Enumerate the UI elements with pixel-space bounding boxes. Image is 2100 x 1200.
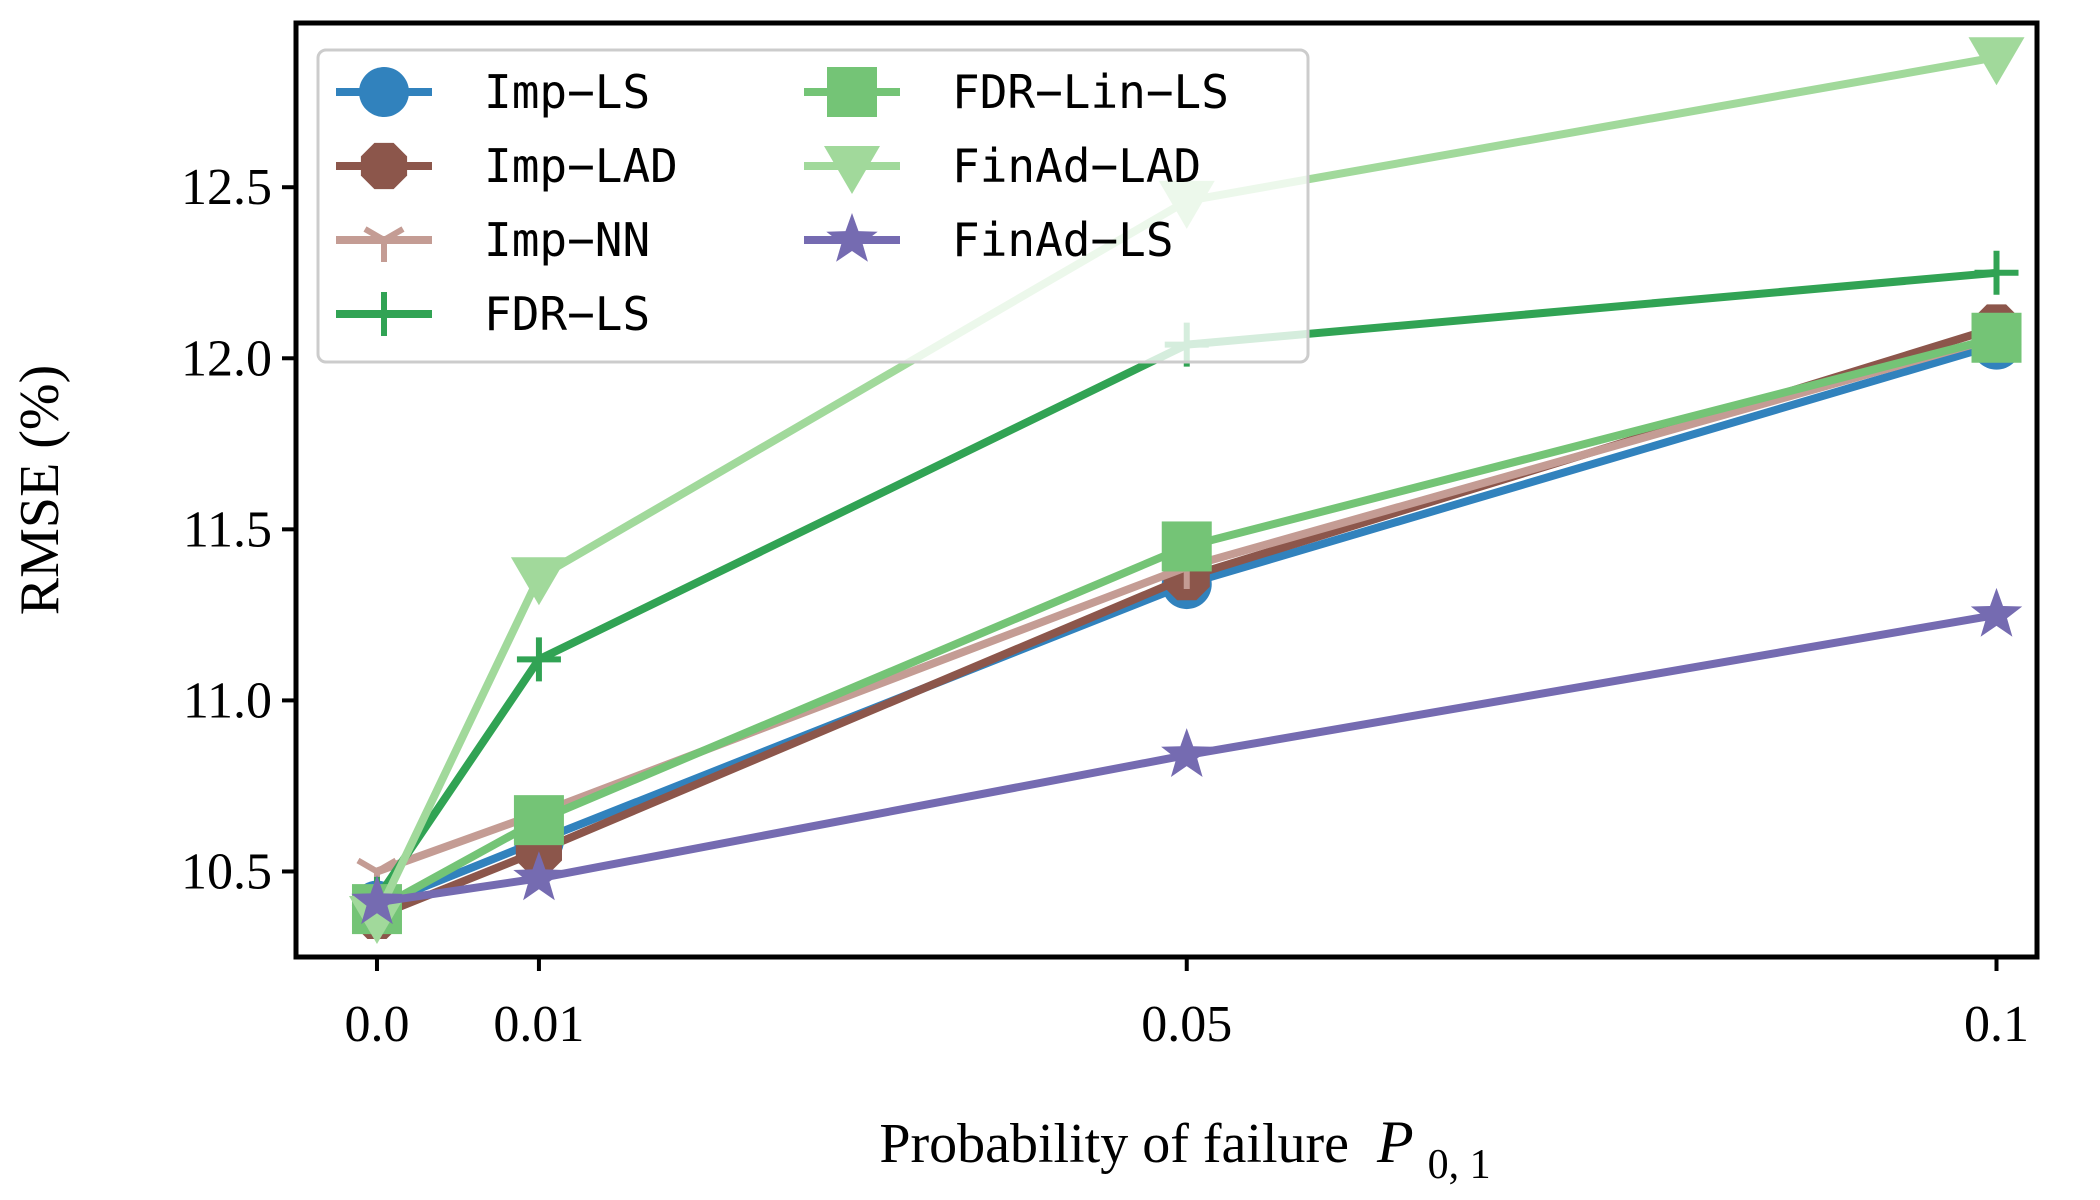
legend: Imp−LS Imp−LAD Imp−NN FDR−LS FDR−Lin−LS FinAd… <box>316 48 1310 364</box>
x-axis-label-math: P <box>1376 1109 1414 1175</box>
data-point-finad-ls <box>1970 587 2023 637</box>
legend-item-imp-nn: Imp−NN <box>336 213 650 267</box>
data-point-fdr-lin-ls <box>1161 521 1212 572</box>
legend-item-finad-ls: FinAd−LS <box>804 213 1174 267</box>
series-line-finad-ls <box>376 610 1998 907</box>
data-point-fdr-ls <box>516 637 561 682</box>
series-line-imp-nn <box>375 333 1998 876</box>
x-tick-label: 0.01 <box>493 996 584 1053</box>
legend-label: Imp−LS <box>484 65 650 119</box>
y-tick-label: 11.5 <box>183 501 272 558</box>
y-axis-label: RMSE (%) <box>9 365 71 615</box>
data-point-finad-ls <box>513 851 565 901</box>
plot-frame <box>293 20 2040 960</box>
data-point-fdr-lin-ls <box>513 795 564 846</box>
data-point-finad-lad <box>1968 37 2025 86</box>
data-point-finad-ls <box>351 875 403 925</box>
legend-marker <box>360 142 408 190</box>
legend-label: Imp−LAD <box>484 139 678 193</box>
x-tick-label: 0.1 <box>1964 996 2029 1053</box>
legend-marker <box>362 292 406 336</box>
data-point-finad-ls <box>1161 728 1213 777</box>
legend-marker <box>359 67 409 117</box>
legend-label: Imp−NN <box>484 213 650 267</box>
legend-label: FDR−Lin−LS <box>952 65 1229 119</box>
legend-marker <box>826 213 878 262</box>
series-line-fdr-lin-ls <box>375 333 1998 913</box>
legend-marker <box>824 146 880 194</box>
x-axis: 0.0 0.01 0.05 0.1 <box>344 957 2029 1053</box>
y-tick-label: 12.5 <box>181 159 272 216</box>
series-line-finad-lad <box>373 53 1998 918</box>
legend-item-imp-ls: Imp−LS <box>336 65 650 119</box>
legend-label: FinAd−LAD <box>952 139 1201 193</box>
legend-item-fdr-ls: FDR−LS <box>336 287 650 341</box>
x-axis-label: Probability of failure P 0, 1 <box>879 1109 1490 1188</box>
data-point-fdr-lin-ls <box>1971 312 2022 363</box>
data-point-finad-lad <box>348 895 405 944</box>
legend-item-imp-lad: Imp−LAD <box>336 139 678 193</box>
legend-item-finad-lad: FinAd−LAD <box>804 139 1201 194</box>
legend-item-fdr-lin-ls: FDR−Lin−LS <box>804 65 1229 119</box>
legend-marker <box>363 226 405 262</box>
x-axis-label-text: Probability of failure <box>879 1113 1349 1175</box>
series-fdr-lin-ls <box>351 312 2022 935</box>
y-tick-label: 12.0 <box>181 330 272 387</box>
series-finad-ls <box>351 587 2023 925</box>
data-point-fdr-ls <box>1974 250 2019 295</box>
y-axis: 10.5 11.0 11.5 12.0 12.5 <box>181 159 296 900</box>
x-tick-label: 0.0 <box>344 996 409 1053</box>
series-layer <box>348 37 2025 944</box>
y-tick-label: 11.0 <box>183 672 272 729</box>
y-tick-label: 10.5 <box>181 843 272 900</box>
legend-label: FinAd−LS <box>952 213 1174 267</box>
x-axis-label-subscript: 0, 1 <box>1428 1142 1491 1188</box>
series-line-imp-ls <box>375 340 1998 910</box>
x-tick-label: 0.05 <box>1141 996 1232 1053</box>
data-point-finad-lad <box>510 557 567 606</box>
series-line-fdr-ls <box>373 268 1997 902</box>
legend-label: FDR−LS <box>484 287 650 341</box>
legend-box <box>316 48 1310 364</box>
legend-marker <box>827 67 877 117</box>
